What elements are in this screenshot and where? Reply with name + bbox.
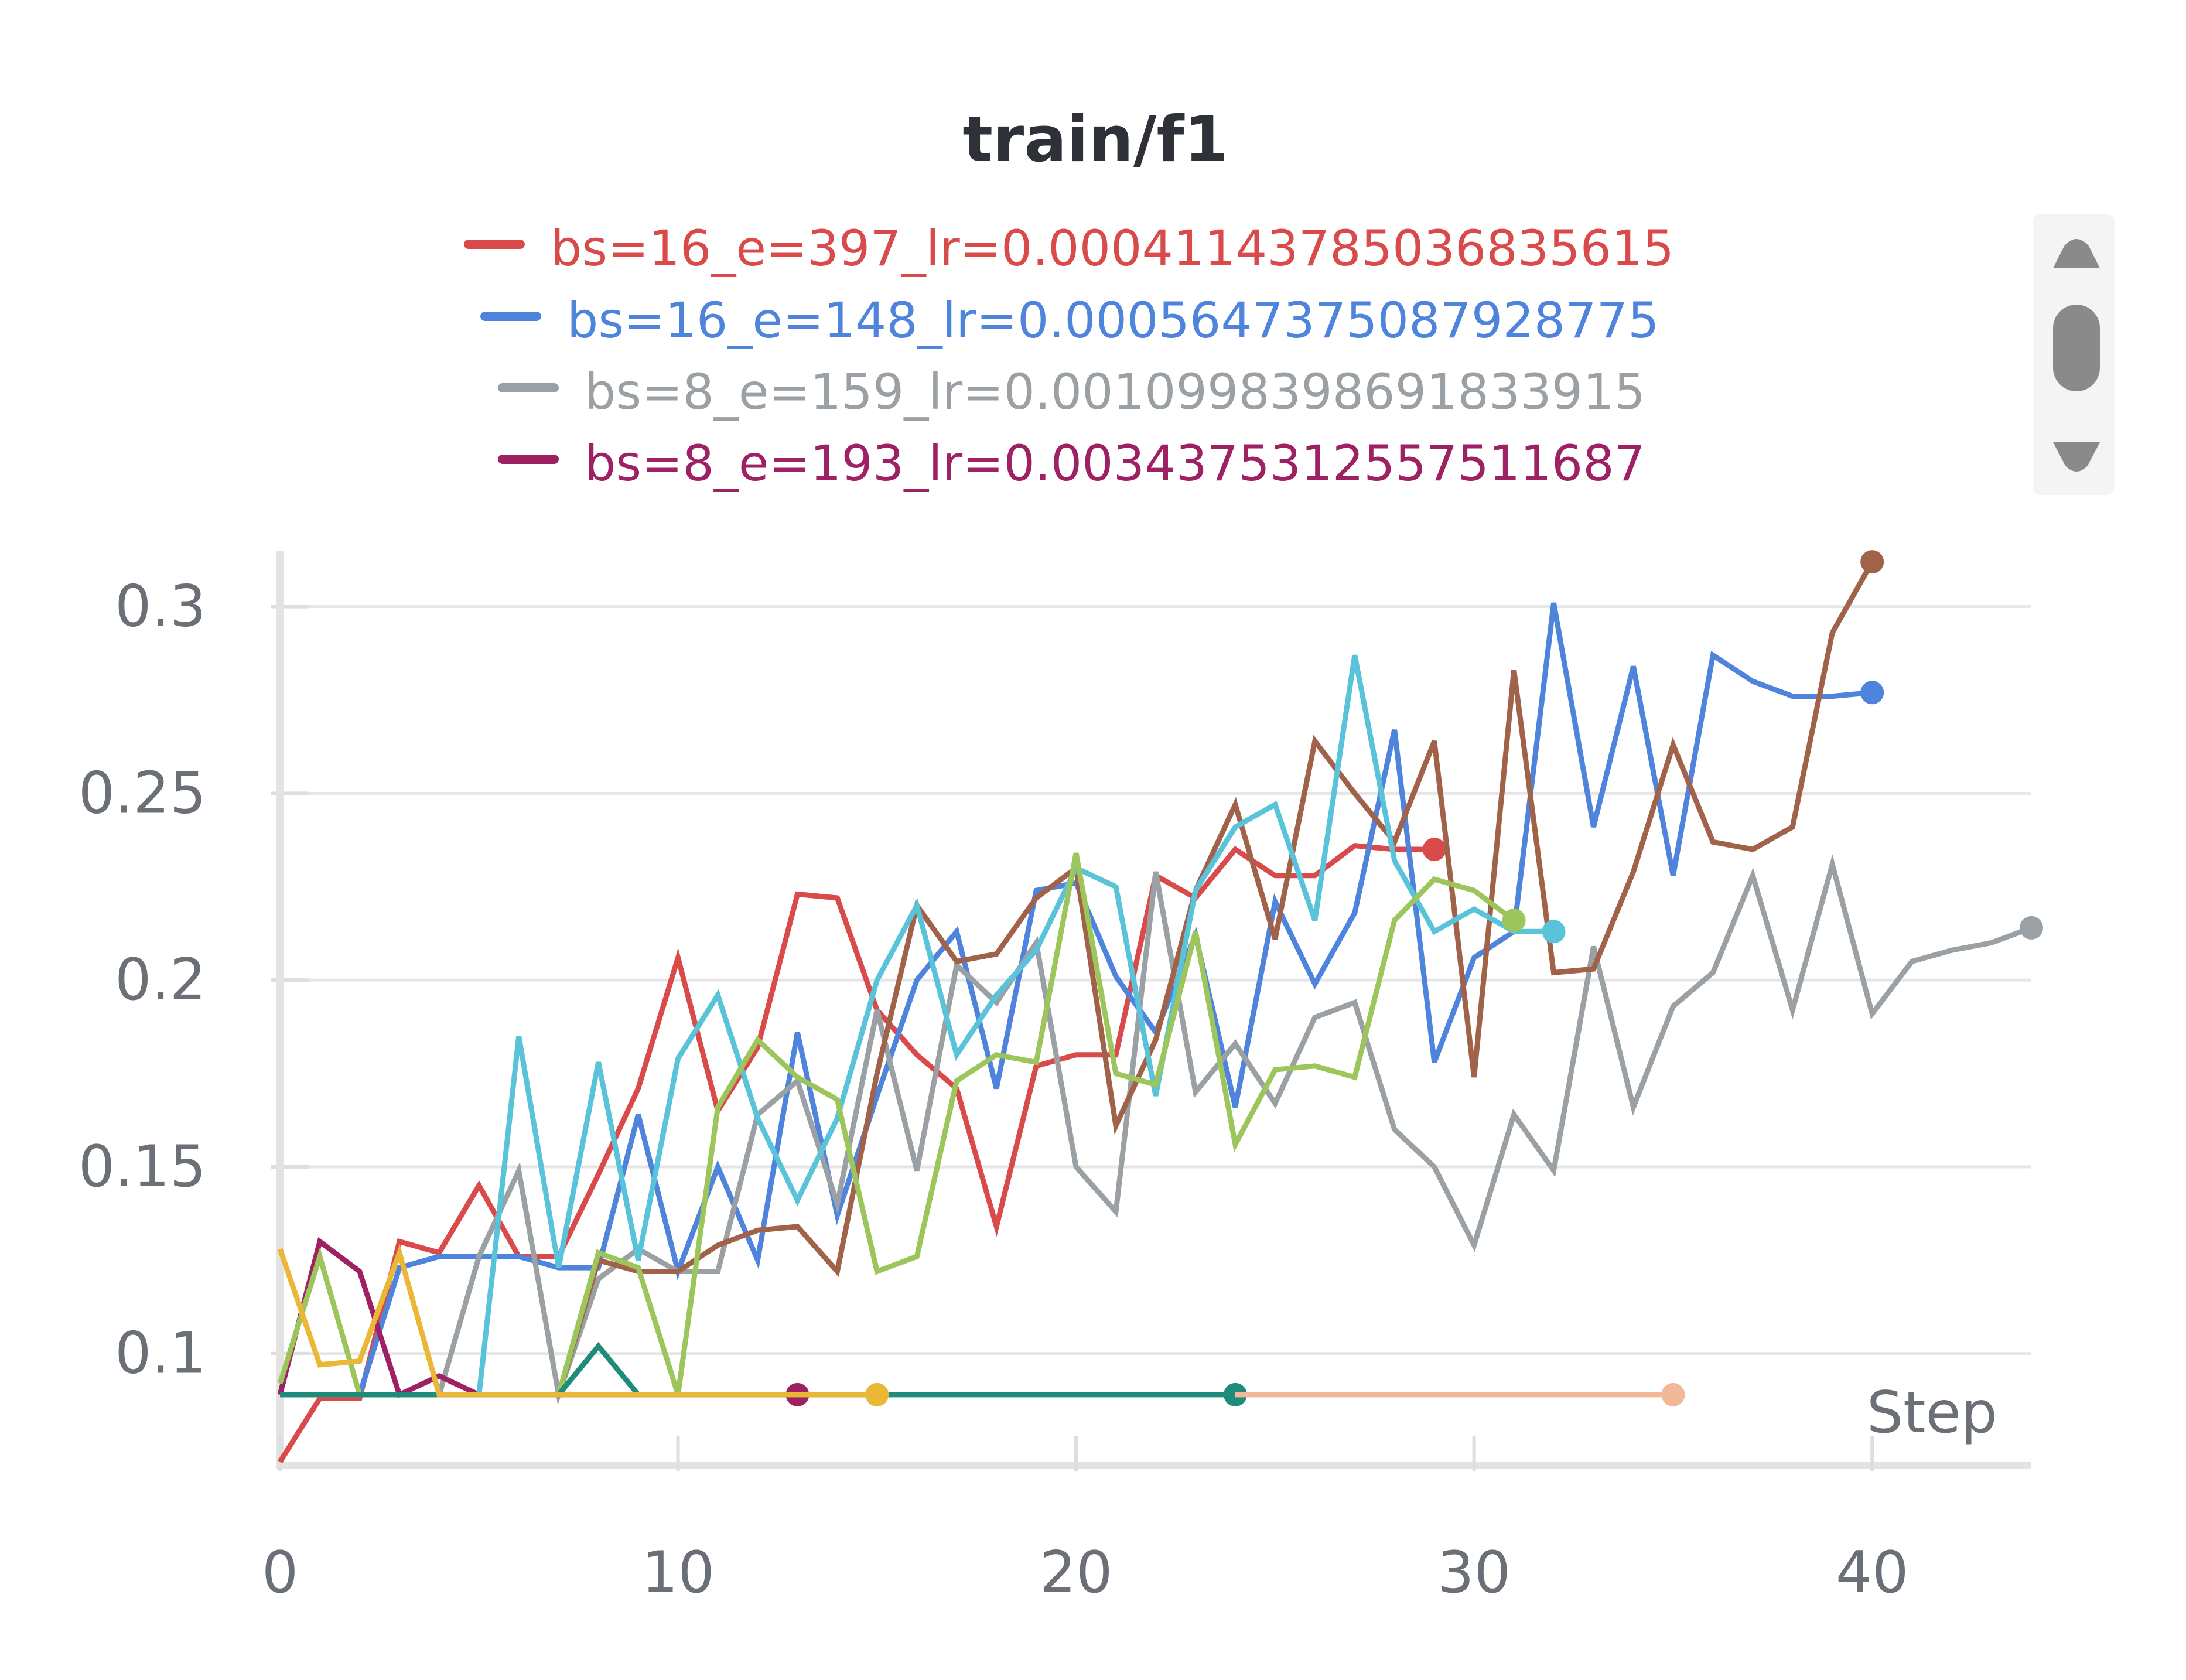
axes (276, 551, 2031, 1469)
series-end-point-1 (1860, 681, 1884, 705)
series-line-9 (277, 1244, 877, 1398)
x-tick-label: 30 (1437, 1539, 1511, 1606)
y-tick-label: 0.3 (115, 573, 206, 640)
x-tick-label: 0 (262, 1539, 298, 1606)
series-line-4 (556, 560, 1875, 1396)
series-line-5 (280, 654, 1554, 1398)
x-ticks: 0 10 20 30 40 (262, 1436, 1909, 1606)
x-axis-label: Step (1867, 1379, 1997, 1446)
scroll-thumb[interactable] (2053, 305, 2100, 391)
series-end-point-6 (1502, 909, 1526, 933)
series-end-point-4 (1860, 550, 1884, 574)
scroll-down-icon[interactable] (2053, 442, 2100, 472)
y-tick-label: 0.15 (78, 1133, 206, 1200)
y-ticks: 0.1 0.15 0.2 0.25 0.3 (78, 573, 206, 1387)
chart-title: train/f1 (962, 103, 1228, 176)
legend: bs=16_e=397_lr=0.00041143785036835615 bs=… (464, 220, 1674, 492)
legend-entry-label: bs=8_e=193_lr=0.003437531255751168​7 (585, 435, 1645, 492)
legend-entry-label: bs=16_e=148_lr=0.0005647375087928775 (567, 292, 1659, 349)
gridlines (271, 605, 2031, 1355)
y-tick-label: 0.1 (115, 1320, 206, 1387)
x-tick-label: 10 (641, 1539, 715, 1606)
series-end-point-0 (1422, 838, 1446, 862)
series-end-point-2 (2020, 916, 2043, 940)
y-tick-label: 0.2 (115, 947, 206, 1013)
series-line-0 (278, 843, 1434, 1463)
series-line-1 (280, 602, 1873, 1398)
y-tick-label: 0.25 (78, 760, 206, 827)
series-end-point-9 (865, 1382, 889, 1406)
x-tick-label: 20 (1040, 1539, 1113, 1606)
series-lines (277, 550, 2043, 1463)
legend-entry-label: bs=16_e=397_lr=0.00041143785036835615 (551, 220, 1674, 277)
scroll-up-icon[interactable] (2053, 239, 2100, 268)
legend-scrollbar[interactable] (2033, 214, 2115, 495)
series-end-point-8 (1661, 1382, 1685, 1406)
series-line-2 (280, 854, 2033, 1405)
x-tick-label: 40 (1836, 1539, 1909, 1606)
legend-entry-label: bs=8_e=159_lr=0.0010998398691833915 (585, 363, 1645, 421)
series-end-point-5 (1542, 920, 1566, 944)
